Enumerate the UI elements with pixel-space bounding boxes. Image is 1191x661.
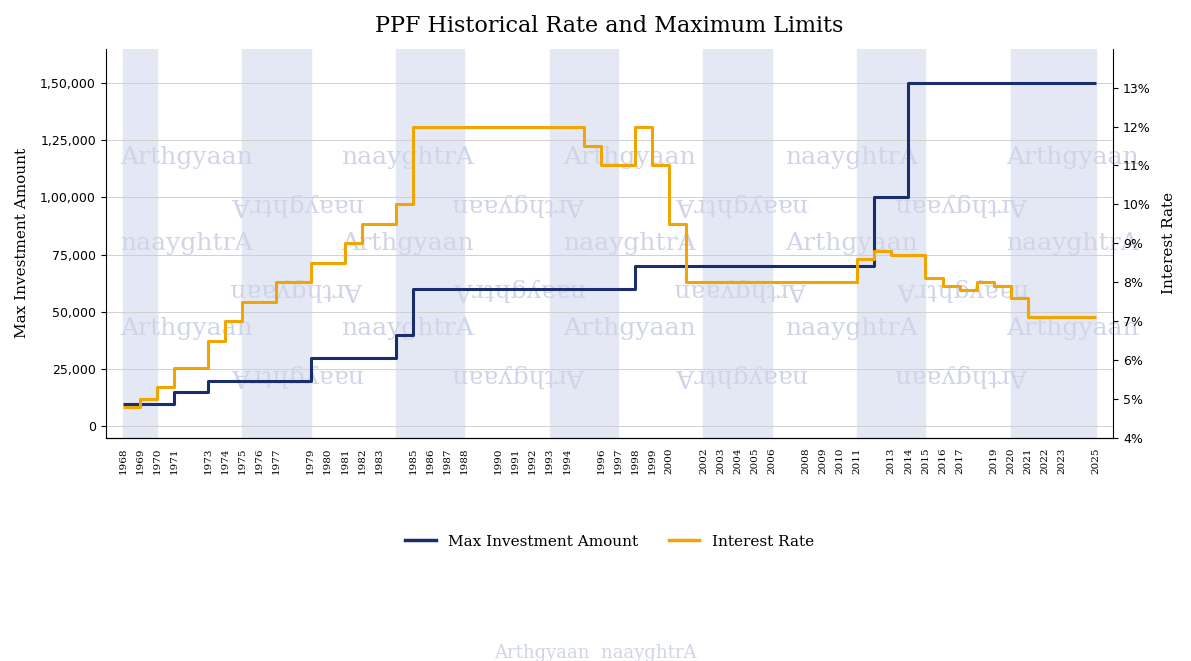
Text: naayghtrA: naayghtrA (231, 193, 363, 216)
Y-axis label: Interest Rate: Interest Rate (1162, 192, 1176, 294)
Text: naayghtrA: naayghtrA (785, 317, 918, 340)
Text: Arthgyaan: Arthgyaan (896, 193, 1029, 216)
Bar (1011, 49, 1096, 438)
Bar (242, 49, 311, 438)
Text: Arthgyaan: Arthgyaan (896, 364, 1029, 387)
Text: naayghtrA: naayghtrA (1006, 232, 1140, 254)
Text: Arthgyaan: Arthgyaan (342, 232, 474, 254)
Text: Arthgyaan: Arthgyaan (1006, 317, 1140, 340)
Text: Arthgyaan: Arthgyaan (563, 317, 696, 340)
Bar (704, 49, 772, 438)
Bar (550, 49, 618, 438)
Bar (123, 49, 157, 438)
Text: naayghtrA: naayghtrA (342, 317, 474, 340)
Text: Arthgyaan: Arthgyaan (453, 193, 585, 216)
Bar (397, 49, 464, 438)
Text: Arthgyaan: Arthgyaan (453, 364, 585, 387)
Text: Arthgyaan: Arthgyaan (563, 146, 696, 169)
Text: naayghtrA: naayghtrA (674, 193, 806, 216)
Text: Arthgyaan: Arthgyaan (785, 232, 918, 254)
Text: naayghtrA: naayghtrA (674, 364, 806, 387)
Text: naayghtrA: naayghtrA (453, 278, 585, 301)
Text: naayghtrA: naayghtrA (231, 364, 363, 387)
Text: naayghtrA: naayghtrA (563, 232, 696, 254)
Text: naayghtrA: naayghtrA (785, 146, 918, 169)
Text: Arthgyaan  naayghtrA: Arthgyaan naayghtrA (494, 644, 697, 661)
Legend: Max Investment Amount, Interest Rate: Max Investment Amount, Interest Rate (399, 529, 819, 555)
Text: Arthgyaan: Arthgyaan (1006, 146, 1140, 169)
Text: naayghtrA: naayghtrA (342, 146, 474, 169)
Text: Arthgyaan: Arthgyaan (120, 317, 252, 340)
Text: Arthgyaan: Arthgyaan (120, 146, 252, 169)
Text: naayghtrA: naayghtrA (896, 278, 1029, 301)
Text: Arthgyaan: Arthgyaan (674, 278, 806, 301)
Y-axis label: Max Investment Amount: Max Investment Amount (15, 148, 29, 338)
Text: naayghtrA: naayghtrA (120, 232, 252, 254)
Text: Arthgyaan: Arthgyaan (231, 278, 363, 301)
Bar (858, 49, 925, 438)
Title: PPF Historical Rate and Maximum Limits: PPF Historical Rate and Maximum Limits (375, 15, 843, 37)
